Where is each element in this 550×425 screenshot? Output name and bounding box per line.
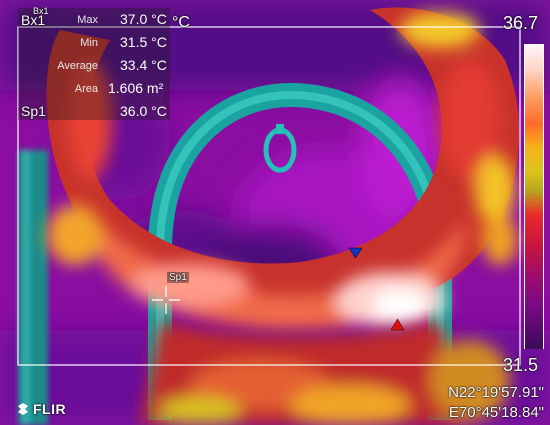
spot-crosshair[interactable] — [152, 286, 180, 314]
warm-lower-body — [140, 320, 510, 425]
min-value: 31.5 °C — [120, 34, 167, 50]
spot-value: 36.0 °C — [120, 103, 167, 119]
max-temp-marker — [390, 318, 405, 331]
temperature-scale-bar — [524, 44, 544, 349]
warm-horn-shape — [46, 7, 520, 330]
box-label-small: Bx1 — [33, 6, 49, 16]
measurement-box-bx1[interactable] — [17, 26, 521, 366]
scale-min: 31.5 — [503, 355, 539, 375]
temp-unit: °C — [172, 14, 190, 31]
average-value: 33.4 °C — [120, 57, 167, 73]
scale-max: 36.7 — [503, 13, 539, 33]
flir-logo-icon — [18, 403, 28, 415]
box-label: Bx1 — [21, 12, 46, 28]
max-value: 37.0 °C — [120, 11, 167, 27]
flir-logo: FLIR — [16, 401, 66, 417]
average-label: Average — [57, 60, 98, 72]
measurement-panel — [18, 8, 170, 120]
area-value: 1.606 m² — [108, 80, 164, 96]
max-label: Max — [77, 14, 98, 26]
flir-logo-text: FLIR — [33, 401, 67, 417]
min-label: Min — [80, 37, 98, 49]
left-teal-pole — [18, 150, 48, 425]
spot-label: Sp1 — [21, 103, 46, 119]
teal-arch — [148, 82, 452, 420]
area-label: Area — [74, 83, 98, 95]
min-temp-marker — [348, 247, 363, 259]
gps-latitude: N22°19'57.91" — [448, 384, 544, 401]
gps-longitude: E70°45'18.84" — [448, 404, 544, 421]
spot-marker-label: Sp1 — [167, 272, 189, 283]
